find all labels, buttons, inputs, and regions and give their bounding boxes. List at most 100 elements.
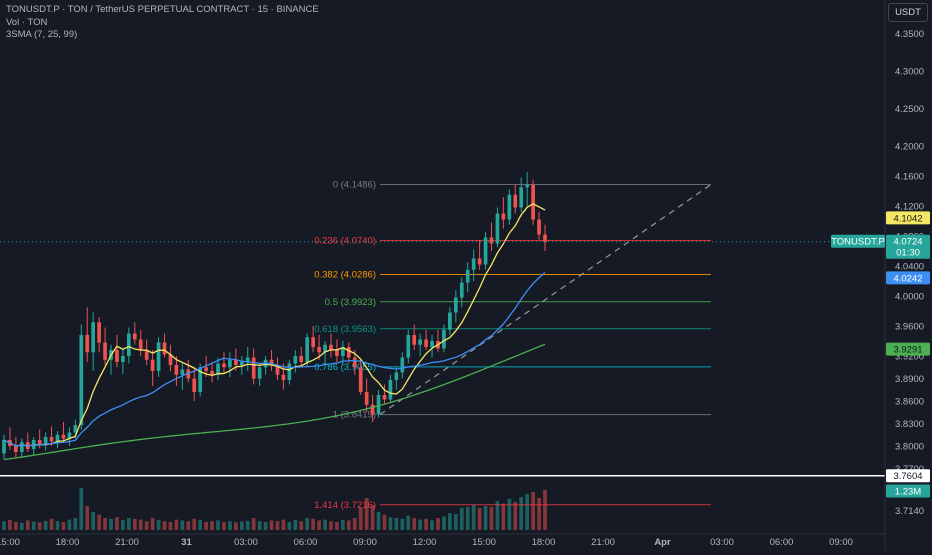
volume-bar [364,498,369,530]
fib-layer: 0 (4.1486) 0.236 (4.0740) 0.382 (4.0286) 0.… [314,180,712,511]
candle-body [168,354,173,365]
sma99-price-label-box [886,342,930,356]
volume-bar [14,522,18,530]
volume-bar [501,503,506,530]
price-tick-label: 3.8300 [895,419,924,430]
sma-indicator-label[interactable]: 3SMA (7, 25, 99) [6,29,78,40]
candle-body [501,213,506,220]
volume-bar [406,515,411,530]
candle-body [352,357,357,368]
candle-body [257,367,262,379]
candle-body [370,404,375,415]
candle-body [323,344,327,353]
candle-body [43,437,48,446]
volume-bar [168,522,173,530]
candle-countdown-label: 01:30 [896,248,920,259]
symbol-title[interactable]: TONUSDT.P · TON / TetherUS PERPETUAL CON… [6,4,319,15]
volume-bar [311,518,315,530]
volume-bar [400,518,405,530]
symbol-tag-box [831,234,885,248]
candle-body [465,269,470,283]
volume-bar [471,505,476,530]
candle-body [115,350,119,362]
candle-body [406,335,411,358]
candle-body [97,322,101,343]
volume-bar [489,506,494,530]
candle-body [477,258,482,265]
time-tick-label: 06:00 [294,537,318,548]
candle-body [471,258,476,270]
volume-bar [162,521,167,530]
candle-body [400,357,405,373]
volume-bar [138,519,143,530]
volume-bar [216,520,220,530]
price-tick-label: 3.9200 [895,352,924,363]
candle-body [346,347,351,358]
volume-bar [97,514,101,530]
fib-level-label: 0 (4.1486) [333,180,376,191]
volume-bar [495,501,500,530]
time-tick-label: 12:00 [413,537,437,548]
candle-body [19,442,24,452]
volume-bar [198,520,203,530]
candle-body [174,365,179,375]
price-tick-label: 4.1200 [895,202,924,213]
candle-body [37,440,42,446]
last-price-box [886,234,930,259]
volume-bar [43,520,48,530]
candle-body [483,237,488,265]
volume-bar [531,492,535,530]
fib-level-label: 0.236 (4.0740) [314,236,376,247]
price-tick-label: 3.8900 [895,374,924,385]
candle-body [162,342,167,355]
currency-button[interactable]: USDT [888,3,928,22]
chart-legend: TONUSDT.P · TON / TetherUS PERPETUAL CON… [6,4,319,42]
candle-body [85,335,90,353]
candle-body [186,369,191,379]
symbol-tag-label: TONUSDT.P [831,237,885,248]
candle-body [531,185,535,220]
candle-body [281,374,286,380]
candle-body [388,380,393,400]
candle-body [210,371,214,375]
volume-layer [2,488,547,530]
volume-bar [73,518,78,530]
candle-body [138,339,143,350]
candle-body [234,359,238,365]
volume-bar [180,520,185,530]
volume-bar [245,520,250,530]
volume-bar [317,520,321,530]
time-tick-label: 21:00 [115,537,139,548]
volume-bar [341,520,345,530]
candle-body [251,357,256,379]
candle-body [103,342,107,360]
sma7-price-label: 4.1042 [893,213,922,224]
time-tick-label: 03:00 [234,537,258,548]
candle-body [121,356,125,362]
volume-bar [424,518,428,530]
volume-bar [453,514,458,530]
volume-bar [519,497,524,530]
candle-body [489,237,494,244]
time-tick-label: 03:00 [710,537,734,548]
volume-bar [525,494,530,530]
volume-bar [358,508,363,530]
candle-body [495,213,500,244]
volume-bar [251,518,256,530]
candle-body [287,363,292,380]
volume-bar [263,522,268,530]
volume-bar [121,520,125,530]
fib-level-label: 1.414 (3.7216) [314,500,376,511]
volume-bar [329,521,333,530]
volume-bar [388,517,393,530]
volume-bar [346,520,351,530]
price-tick-label: 4.1600 [895,172,924,183]
candle-body [364,392,369,405]
candle-body [198,367,203,392]
volume-indicator-label[interactable]: Vol · TON [6,16,48,28]
candle-body [49,437,54,442]
candle-body [127,333,131,356]
volume-bar [299,521,304,530]
